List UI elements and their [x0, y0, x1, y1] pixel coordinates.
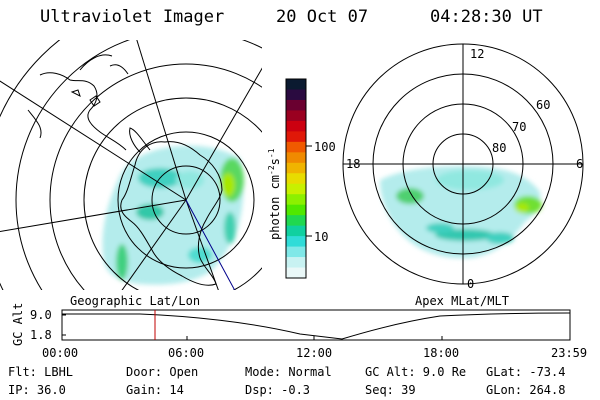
app-title: Ultraviolet Imager: [40, 7, 225, 27]
unit-photon-cm: photon cm: [268, 174, 282, 240]
info-flt: Flt: LBHL: [8, 365, 74, 379]
date-label: 20 Oct 07: [276, 7, 369, 27]
terminator-line: [185, 199, 236, 290]
info-ip: IP: 36.0: [8, 383, 66, 397]
colorbar-stripe: [286, 99, 306, 112]
info-mode: Mode: Normal: [245, 365, 332, 379]
colorbar-stripe: [286, 257, 306, 269]
colorbar-stripe: [286, 215, 306, 227]
mlat-label-80: 80: [492, 141, 507, 155]
colorbar-stripe: [286, 89, 306, 101]
colorbar-tick-10: 10: [314, 230, 329, 244]
colorbar-stripe: [286, 120, 306, 132]
mlt-label-18: 18: [346, 157, 361, 171]
latitude-circles: [0, 40, 262, 290]
colorbar-stripe: [286, 183, 306, 195]
info-seq: Seq: 39: [365, 383, 416, 397]
colorbar-stripe: [286, 110, 306, 122]
info-door: Door: Open: [126, 365, 199, 379]
info-gain: Gain: 14: [126, 383, 184, 397]
y-tick-9: 9.0: [30, 308, 52, 322]
info-glat: GLat: -73.4: [486, 365, 566, 379]
right-aurora-emission: [380, 166, 542, 259]
colorbar-stripe: [286, 194, 306, 206]
geographic-map: [0, 40, 262, 290]
mlt-label-0: 0: [467, 277, 475, 291]
polar-map: [342, 43, 584, 285]
colorbar-stripe: [286, 162, 306, 174]
mlt-label-12: 12: [470, 47, 485, 61]
colorbar-stripe: [286, 246, 306, 258]
mlat-label-70: 70: [512, 120, 527, 134]
info-gc-alt: GC Alt: 9.0 Re: [365, 365, 467, 379]
x-tick-1800: 18:00: [423, 346, 460, 360]
unit-s: s: [268, 158, 282, 166]
colorbar-stripe: [286, 141, 306, 153]
colorbar-stripe: [286, 173, 306, 185]
timeline-plot: [61, 309, 571, 341]
unit-sup-cm: -2: [267, 165, 276, 175]
colorbar-tick-100: 100: [314, 140, 336, 154]
colorbar-stripe: [286, 204, 306, 216]
mlt-label-6: 6: [576, 157, 584, 171]
colorbar-stripe: [286, 131, 306, 143]
info-glon: GLon: 264.8: [486, 383, 566, 397]
x-tick-0600: 06:00: [168, 346, 205, 360]
colorbar-stripe: [286, 236, 306, 248]
colorbar-stripe: [286, 267, 306, 279]
polar-map-label: Apex MLat/MLT: [415, 294, 509, 308]
y-tick-1-8: 1.8: [30, 328, 52, 342]
colorbar-stripe: [286, 225, 306, 237]
x-tick-0000: 00:00: [42, 346, 79, 360]
colorbar-unit-label: photon cm-2s-1: [267, 148, 282, 240]
altitude-curve: [62, 312, 571, 340]
x-tick-2359: 23:59: [551, 346, 588, 360]
unit-sup-s: -1: [267, 148, 276, 159]
colorbar: [285, 78, 312, 279]
geographic-map-label: Geographic Lat/Lon: [70, 294, 201, 308]
info-dsp: Dsp: -0.3: [245, 383, 311, 397]
colorbar-stripe: [286, 79, 306, 91]
x-tick-1200: 12:00: [296, 346, 333, 360]
timeline-axis-label: GC Alt: [11, 302, 25, 346]
coastlines: [27, 54, 223, 286]
colorbar-stripe: [286, 152, 306, 164]
mlat-label-60: 60: [536, 98, 551, 112]
time-label: 04:28:30 UT: [430, 7, 543, 27]
